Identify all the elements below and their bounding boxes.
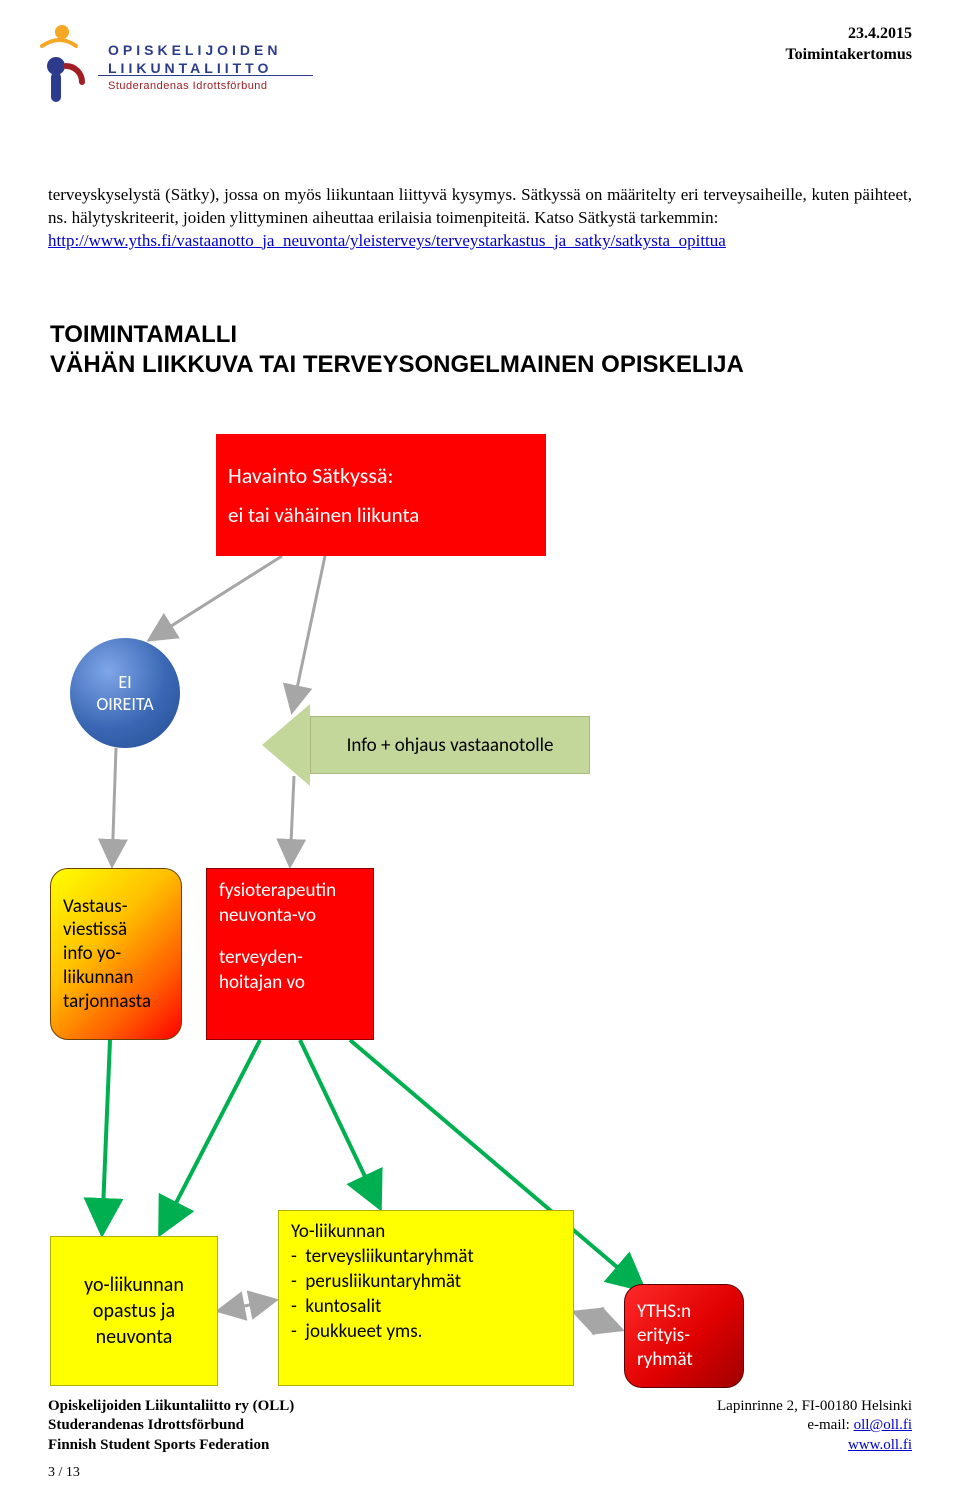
header-right: 23.4.2015 Toimintakertomus (785, 24, 912, 66)
yo-liik-title: Yo-liikunnan (279, 1219, 573, 1244)
footer-right-l1: Lapinrinne 2, FI-00180 Helsinki (717, 1397, 912, 1417)
fysio-l2: terveyden- hoitajan vo (207, 946, 373, 995)
paragraph-link[interactable]: http://www.yths.fi/vastaanotto_ja_neuvon… (48, 231, 726, 250)
footer: Opiskelijoiden Liikuntaliitto ry (OLL) S… (48, 1397, 912, 1456)
header-subtitle: Toimintakertomus (785, 45, 912, 66)
eioire-l1: EI (118, 671, 131, 693)
logo-line1: OPISKELIJOIDEN (108, 42, 281, 58)
logo-text: OPISKELIJOIDEN LIIKUNTALIITTO Studerande… (108, 42, 281, 92)
node-fysio: fysioterapeutin neuvonta-vo terveyden- h… (206, 868, 374, 1040)
logo-rule (98, 75, 313, 76)
diagram-title: TOIMINTAMALLI VÄHÄN LIIKKUVA TAI TERVEYS… (50, 320, 744, 380)
paragraph-text: terveyskyselystä (Sätky), jossa on myös … (48, 185, 912, 227)
info-arrow-head (262, 704, 310, 786)
header-date: 23.4.2015 (785, 24, 912, 45)
yo-liik-item-0: - terveysliikuntaryhmät (279, 1244, 573, 1269)
diagram-canvas: Havainto Sätkyssä: ei tai vähäinen liiku… (50, 400, 870, 1400)
footer-left: Opiskelijoiden Liikuntaliitto ry (OLL) S… (48, 1397, 294, 1456)
footer-left-l1: Opiskelijoiden Liikuntaliitto ry (OLL) (48, 1397, 294, 1417)
node-yths: YTHS:n erityis- ryhmät (624, 1284, 744, 1388)
footer-right: Lapinrinne 2, FI-00180 Helsinki e-mail: … (717, 1397, 912, 1456)
havainto-l2: ei tai vähäinen liikunta (228, 501, 534, 529)
eioire-l2: OIREITA (96, 693, 153, 715)
yo-liik-item-1: - perusliikuntaryhmät (279, 1269, 573, 1294)
yo-liik-item-2: - kuntosalit (279, 1294, 573, 1319)
oll-logo-icon (28, 24, 100, 110)
havainto-l1: Havainto Sätkyssä: (228, 461, 534, 491)
fysio-l1: fysioterapeutin neuvonta-vo (207, 879, 373, 928)
footer-email-link[interactable]: oll@oll.fi (854, 1417, 912, 1433)
page: OPISKELIJOIDEN LIIKUNTALIITTO Studerande… (0, 0, 960, 1489)
node-havainto: Havainto Sätkyssä: ei tai vähäinen liiku… (216, 434, 546, 556)
node-yo-opastus: yo-liikunnan opastus ja neuvonta (50, 1236, 218, 1386)
footer-right-l2: e-mail: oll@oll.fi (717, 1416, 912, 1436)
footer-left-l3: Finnish Student Sports Federation (48, 1436, 294, 1456)
footer-left-l2: Studerandenas Idrottsförbund (48, 1416, 294, 1436)
node-vastausviesti: Vastaus- viestissä info yo- liikunnan ta… (50, 868, 182, 1040)
info-arrow-text: Info + ohjaus vastaanotolle (347, 734, 554, 757)
logo-line3: Studerandenas Idrottsförbund (108, 80, 281, 92)
body-paragraph: terveyskyselystä (Sätky), jossa on myös … (48, 184, 912, 253)
diagram-title-l1: TOIMINTAMALLI (50, 320, 744, 350)
node-yo-liikunta: Yo-liikunnan - terveysliikuntaryhmät - p… (278, 1210, 574, 1386)
footer-right-l3: www.oll.fi (717, 1436, 912, 1456)
yths-text: YTHS:n erityis- ryhmät (625, 1300, 743, 1371)
page-number: 3 / 13 (48, 1465, 80, 1481)
diagram-title-l2: VÄHÄN LIIKKUVA TAI TERVEYSONGELMAINEN OP… (50, 350, 744, 380)
vastausviesti-text: Vastaus- viestissä info yo- liikunnan ta… (51, 895, 181, 1014)
yo-opastus-text: yo-liikunnan opastus ja neuvonta (72, 1272, 196, 1350)
footer-web-link[interactable]: www.oll.fi (848, 1437, 912, 1453)
logo-line2: LIIKUNTALIITTO (108, 60, 281, 76)
header-logo-block: OPISKELIJOIDEN LIIKUNTALIITTO Studerande… (28, 24, 281, 110)
node-ei-oireita: EI OIREITA (70, 638, 180, 748)
yo-liik-item-3: - joukkueet yms. (279, 1319, 573, 1344)
node-info-arrow: Info + ohjaus vastaanotolle (310, 716, 590, 774)
